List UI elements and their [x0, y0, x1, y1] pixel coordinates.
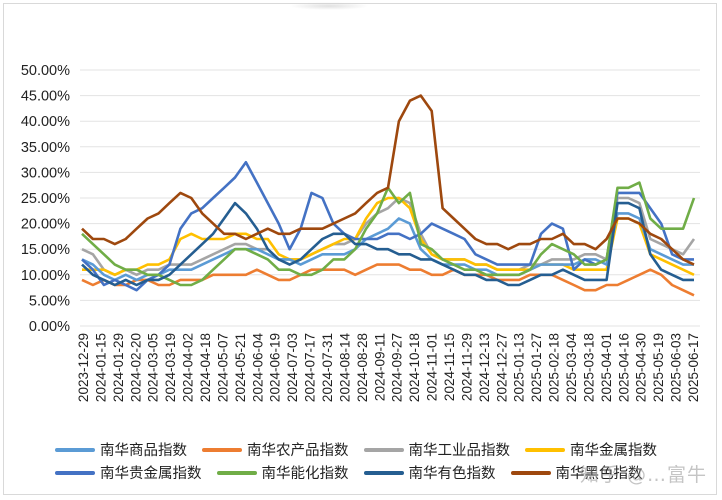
x-tick-label: 2024-03-19: [163, 333, 178, 402]
x-tick-label: 2025-05-19: [651, 333, 666, 402]
series-line: [81, 196, 696, 277]
x-tick-label: 2024-08-14: [337, 333, 352, 403]
x-tick-label: 2024-03-05: [146, 333, 161, 402]
x-tick-label: 2025-01-27: [529, 333, 544, 402]
legend-label: 南华工业品指数: [408, 443, 511, 459]
x-tick-label: 2024-11-01: [425, 333, 440, 401]
y-tick-label: 15.00%: [21, 242, 70, 258]
y-tick-label: 35.00%: [21, 140, 70, 156]
x-tick-label: 2025-04-01: [599, 333, 614, 402]
x-tick-label: 2024-02-20: [128, 333, 143, 402]
y-tick-label: 50.00%: [21, 63, 70, 79]
legend-item-nanhua-precious-metals[interactable]: 南华贵金属指数: [40, 462, 202, 483]
series-line: [81, 201, 694, 287]
x-tick-label: 2024-05-21: [233, 333, 248, 402]
y-tick-label: 10.00%: [21, 268, 70, 284]
legend-label: 南华黑色指数: [555, 466, 643, 482]
x-tick-label: 2024-09-27: [390, 333, 405, 402]
x-tick-label: 2024-01-29: [111, 333, 126, 402]
top-watermark-fragment: [289, 2, 369, 10]
legend-label: 南华贵金属指数: [100, 466, 202, 482]
x-tick-label: 2024-04-18: [198, 333, 213, 402]
y-tick-label: 5.00%: [29, 293, 70, 309]
legend-swatch: [202, 447, 242, 452]
series-line: [81, 94, 695, 266]
x-tick-label: 2024-11-15: [442, 333, 457, 401]
y-tick-label: 40.00%: [21, 114, 70, 130]
x-tick-label: 2024-12-13: [477, 333, 492, 402]
legend-swatch: [55, 447, 95, 452]
x-tick-label: 2023-12-29: [76, 333, 91, 402]
legend-item-nanhua-energy-chemicals[interactable]: 南华能化指数: [202, 462, 349, 483]
y-tick-label: 20.00%: [21, 217, 70, 233]
legend: 南华商品指数 南华农产品指数 南华工业品指数 南华金属指数 南华贵金属指数 南华…: [40, 438, 720, 484]
x-tick-label: 2025-06-03: [669, 333, 684, 402]
legend-item-nanhua-commodity[interactable]: 南华商品指数: [40, 439, 187, 460]
legend-label: 南华有色指数: [408, 466, 496, 482]
legend-row-2: 南华贵金属指数 南华能化指数 南华有色指数 南华黑色指数: [40, 461, 720, 484]
x-tick-label: 2025-04-16: [616, 333, 631, 402]
x-tick-label: 2025-03-18: [581, 333, 596, 402]
x-tick-label: 2025-04-30: [634, 333, 649, 402]
x-tick-label: 2024-06-04: [250, 333, 265, 403]
legend-swatch: [525, 447, 565, 452]
x-tick-label: 2025-01-13: [512, 333, 527, 402]
x-tick-label: 2025-06-17: [686, 333, 701, 402]
x-tick-label: 2024-01-15: [93, 333, 108, 402]
legend-row-1: 南华商品指数 南华农产品指数 南华工业品指数 南华金属指数: [40, 438, 720, 461]
legend-label: 南华商品指数: [100, 443, 187, 459]
legend-swatch: [510, 470, 551, 475]
x-tick-label: 2024-06-19: [268, 333, 283, 402]
line-chart: 0.00% 5.00% 10.00% 15.00% 20.00% 25.00% 30.00%…: [21, 63, 701, 403]
gridlines: [80, 69, 700, 327]
legend-item-nanhua-ferrous[interactable]: 南华黑色指数: [496, 462, 643, 483]
x-tick-label: 2024-08-28: [355, 333, 370, 402]
legend-label: 南华农产品指数: [247, 443, 349, 459]
x-tick-label: 2024-07-17: [303, 333, 318, 402]
legend-item-nanhua-nonferrous[interactable]: 南华有色指数: [349, 462, 496, 483]
legend-label: 南华金属指数: [570, 443, 657, 459]
x-axis: 2023-12-29 2024-01-15 2024-01-29 2024-02-20…: [76, 333, 701, 403]
series-line: [81, 263, 695, 297]
x-tick-label: 2024-05-07: [215, 333, 230, 402]
x-tick-label: 2025-02-18: [547, 333, 562, 402]
y-tick-label: 45.00%: [21, 89, 70, 105]
legend-item-nanhua-agriculture[interactable]: 南华农产品指数: [187, 439, 349, 460]
legend-swatch: [55, 470, 95, 475]
x-tick-label: 2024-12-27: [494, 333, 509, 402]
y-axis: 0.00% 5.00% 10.00% 15.00% 20.00% 25.00% 30.00%…: [21, 63, 70, 335]
x-tick-label: 2025-03-04: [564, 333, 579, 403]
x-tick-label: 2024-09-11: [372, 333, 387, 401]
x-tick-label: 2024-07-03: [285, 333, 300, 402]
legend-swatch: [363, 470, 404, 475]
x-tick-label: 2024-10-18: [407, 333, 422, 402]
series-line: [81, 160, 694, 292]
x-tick-label: 2024-04-02: [181, 333, 196, 402]
series-lines: [81, 94, 696, 297]
series-line: [82, 196, 695, 277]
x-tick-label: 2024-07-31: [320, 333, 335, 402]
series-line: [81, 212, 694, 282]
y-tick-label: 25.00%: [21, 191, 70, 207]
legend-label: 南华能化指数: [261, 466, 349, 482]
legend-swatch: [216, 470, 257, 475]
legend-item-nanhua-industrial[interactable]: 南华工业品指数: [349, 439, 511, 460]
legend-swatch: [363, 447, 404, 452]
legend-item-nanhua-metals[interactable]: 南华金属指数: [510, 439, 657, 460]
x-tick-label: 2024-11-29: [459, 333, 474, 401]
y-tick-label: 0.00%: [29, 319, 70, 335]
y-tick-label: 30.00%: [21, 165, 70, 181]
